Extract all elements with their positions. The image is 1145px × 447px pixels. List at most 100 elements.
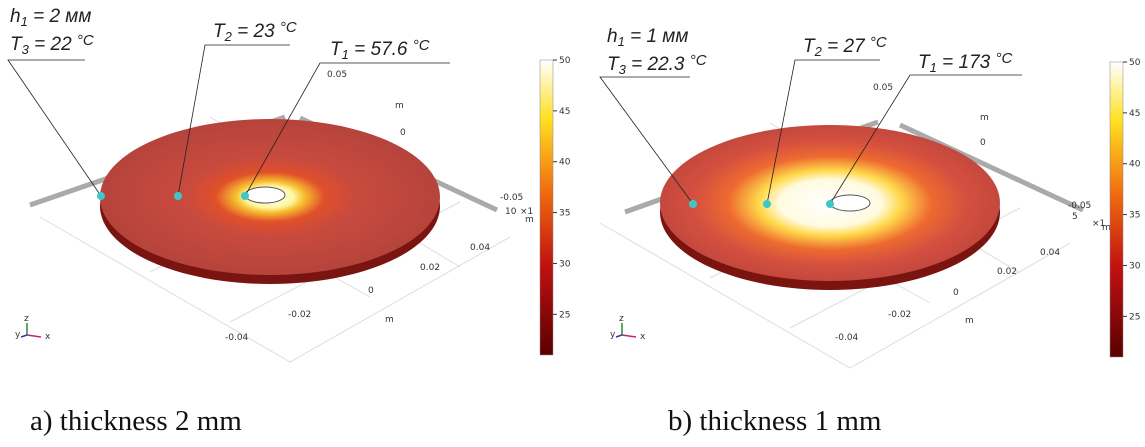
axis-label: m	[395, 101, 404, 111]
symbol: T	[918, 52, 931, 73]
axis-label: m	[980, 113, 989, 123]
annotation: T3 = 22.3 °C	[607, 52, 707, 77]
colorbar-tick-label: 30	[1129, 261, 1141, 271]
symbol: T	[607, 54, 620, 75]
symbol: T	[10, 34, 23, 55]
annotation: h1 = 1 мм	[607, 26, 688, 49]
probe-point	[689, 200, 697, 208]
caption: a) thickness 2 mm	[30, 405, 242, 437]
leader	[829, 74, 1022, 205]
axis-label: -0.04	[835, 333, 859, 343]
colorbar-tick-label: 25	[1129, 312, 1140, 322]
unit: °C	[995, 50, 1012, 67]
symbol: h	[10, 6, 21, 27]
symbol: T	[213, 21, 226, 42]
axis-label: -0.02	[288, 310, 311, 320]
value: = 2 мм	[28, 6, 92, 27]
unit: °C	[77, 32, 94, 49]
triad-label: y	[15, 330, 21, 340]
leader	[7, 59, 102, 197]
triad-label: x	[640, 332, 646, 342]
index: 1	[342, 47, 349, 62]
triad-axis	[20, 334, 28, 338]
symbol: T	[330, 39, 343, 60]
probe-point	[97, 192, 105, 200]
colorbar-tick-label: 40	[1129, 160, 1141, 170]
probe-point	[174, 192, 182, 200]
axis-label: 0.05	[873, 83, 893, 93]
axis-label: m	[965, 316, 974, 326]
axis-label: 0.02	[420, 263, 440, 273]
beam	[898, 122, 1085, 213]
annotation: h1 = 2 мм	[10, 6, 91, 29]
axis-label: 0	[980, 138, 986, 148]
hole	[244, 186, 286, 204]
symbol: T	[803, 36, 816, 57]
leader	[766, 59, 880, 205]
axis-label: m	[385, 315, 394, 325]
triad-axis	[621, 334, 637, 338]
colorbar-tick-label: 25	[559, 310, 570, 320]
colorbar	[539, 59, 554, 356]
triad-label: z	[619, 314, 624, 324]
leader	[599, 76, 694, 205]
colorbar-tick-label: 30	[559, 259, 571, 269]
symbol: h	[607, 26, 618, 47]
unit: °C	[690, 52, 707, 69]
triad-axis	[615, 334, 623, 338]
annotation: T1 = 57.6 °C	[330, 37, 430, 62]
axis-label: m	[1102, 223, 1111, 233]
axis-label: 0.04	[470, 243, 490, 253]
probe-point	[241, 192, 249, 200]
axis-label: ×1	[520, 207, 533, 217]
axis-label: m	[525, 215, 534, 225]
axis-label: -0.05	[500, 193, 523, 203]
probe-point	[826, 200, 834, 208]
axis-label: ×1	[1092, 219, 1105, 229]
axis-label: 0.02	[997, 267, 1017, 277]
colorbar	[1109, 61, 1124, 358]
colorbar-tick-label: 35	[1129, 211, 1140, 221]
unit: °C	[280, 19, 297, 36]
leader	[244, 62, 450, 197]
index: 2	[814, 44, 823, 59]
axis-label: 0.04	[1040, 248, 1060, 258]
value: = 57.6	[349, 39, 413, 60]
axis-label: 10	[505, 207, 517, 217]
triad-label: x	[45, 332, 51, 342]
unit: °C	[413, 37, 430, 54]
value: = 22.3	[626, 54, 690, 75]
colorbar-tick-label: 40	[559, 158, 571, 168]
index: 3	[22, 42, 30, 57]
value: = 1 мм	[625, 26, 689, 47]
index: 1	[21, 14, 28, 29]
value: = 23	[232, 21, 280, 42]
probe-point	[763, 200, 771, 208]
colorbar-tick-label: 45	[559, 107, 570, 117]
value: = 173	[937, 52, 996, 73]
caption: b) thickness 1 mm	[668, 405, 882, 437]
axis-label: 0.05	[327, 70, 347, 80]
annotation: T2 = 23 °C	[213, 19, 297, 44]
index: 1	[930, 60, 937, 75]
index: 2	[224, 29, 233, 44]
colorbar-tick-label: 35	[559, 209, 570, 219]
value: = 27	[822, 36, 870, 57]
annotation: T1 = 173 °C	[918, 50, 1012, 75]
axis-label: 0	[368, 286, 374, 296]
unit: °C	[870, 34, 887, 51]
triad-label: z	[24, 314, 29, 324]
value: = 22	[29, 34, 77, 55]
colorbar-tick-label: 50	[1129, 58, 1141, 68]
annotation: T2 = 27 °C	[803, 34, 887, 59]
colorbar-tick-label: 50	[559, 56, 571, 66]
annotation: T3 = 22 °C	[10, 32, 94, 57]
leader	[177, 44, 290, 197]
axis-label: -0.02	[888, 310, 911, 320]
index: 3	[619, 62, 627, 77]
axis-label: -0.05	[1068, 201, 1091, 211]
axis-label: 0	[953, 288, 959, 298]
